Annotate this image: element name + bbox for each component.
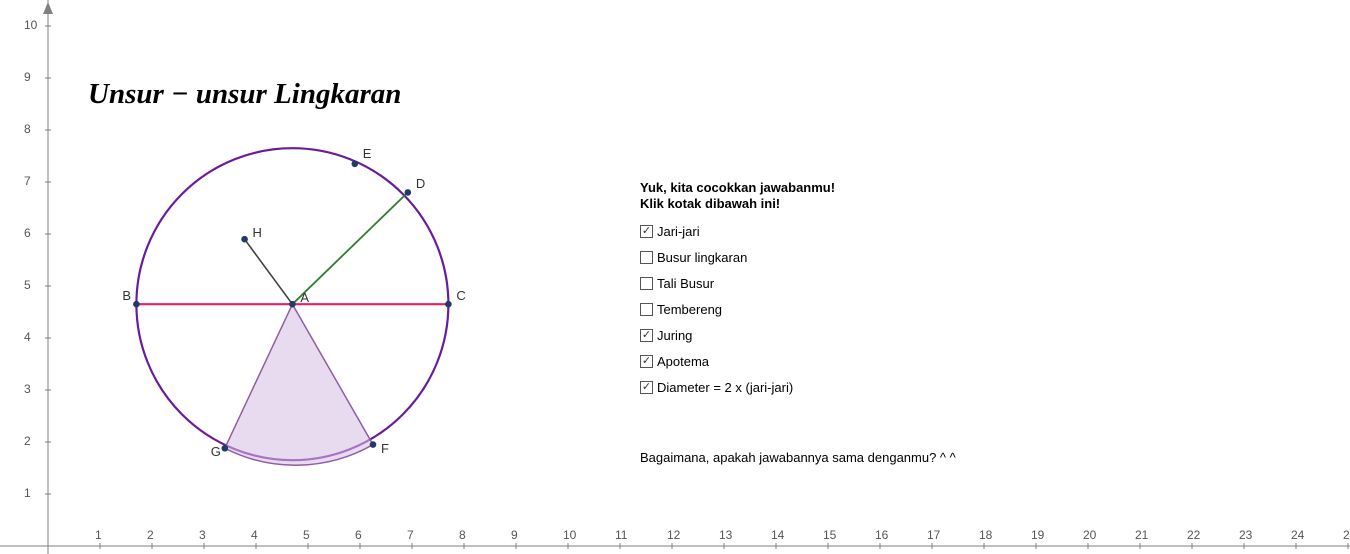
point-label-e: E — [363, 146, 372, 161]
sidebar-heading-1: Yuk, kita cocokkan jawabanmu! — [640, 180, 835, 195]
x-tick-label: 14 — [771, 528, 784, 542]
point-b — [133, 301, 140, 308]
x-tick-label: 25 — [1343, 528, 1350, 542]
x-tick-label: 21 — [1135, 528, 1148, 542]
y-tick-label: 8 — [24, 122, 31, 136]
stage: Unsur − unsur Lingkaran Yuk, kita cocokk… — [0, 0, 1350, 554]
sidebar-heading-2: Klik kotak dibawah ini! — [640, 196, 780, 211]
checkbox[interactable]: ✓ — [640, 225, 653, 238]
x-tick-label: 10 — [563, 528, 576, 542]
checkbox[interactable]: ✓ — [640, 355, 653, 368]
x-tick-label: 1 — [95, 528, 102, 542]
y-tick-label: 6 — [24, 226, 31, 240]
x-tick-label: 7 — [407, 528, 414, 542]
x-tick-label: 11 — [615, 528, 627, 542]
y-tick-label: 7 — [24, 174, 31, 188]
y-tick-label: 3 — [24, 382, 31, 396]
point-label-f: F — [381, 441, 389, 456]
x-tick-label: 4 — [251, 528, 258, 542]
checkbox-row: Busur lingkaran — [640, 250, 747, 265]
radius-ad — [292, 192, 407, 304]
checkbox[interactable]: ✓ — [640, 381, 653, 394]
y-tick-label: 1 — [24, 486, 31, 500]
y-tick-label: 5 — [24, 278, 31, 292]
point-f — [370, 441, 377, 448]
point-label-c: C — [456, 288, 465, 303]
x-tick-label: 12 — [667, 528, 680, 542]
checkbox[interactable]: ✓ — [640, 329, 653, 342]
x-tick-label: 3 — [199, 528, 206, 542]
point-label-d: D — [416, 176, 425, 191]
checkbox-row: ✓ Juring — [640, 328, 692, 343]
point-h — [241, 236, 248, 243]
x-tick-label: 9 — [511, 528, 518, 542]
point-label-h: H — [253, 225, 262, 240]
y-tick-label: 10 — [24, 18, 37, 32]
y-tick-label: 4 — [24, 330, 31, 344]
x-tick-label: 16 — [875, 528, 888, 542]
sector-juring — [225, 304, 373, 465]
x-tick-label: 15 — [823, 528, 836, 542]
y-tick-label: 9 — [24, 70, 31, 84]
checkbox-label: Jari-jari — [657, 224, 700, 239]
x-tick-label: 18 — [979, 528, 992, 542]
x-tick-label: 22 — [1187, 528, 1200, 542]
checkbox[interactable] — [640, 251, 653, 264]
sidebar-question: Bagaimana, apakah jawabannya sama dengan… — [640, 450, 956, 465]
x-tick-label: 17 — [927, 528, 940, 542]
checkbox-label: Juring — [657, 328, 692, 343]
y-tick-label: 2 — [24, 434, 31, 448]
point-d — [405, 189, 412, 196]
y-axis-arrow — [43, 2, 53, 14]
checkbox[interactable] — [640, 277, 653, 290]
checkbox-row: ✓ Diameter = 2 x (jari-jari) — [640, 380, 793, 395]
checkbox-row: ✓ Apotema — [640, 354, 709, 369]
point-label-g: G — [211, 444, 221, 459]
checkbox-label: Busur lingkaran — [657, 250, 747, 265]
checkbox-label: Tali Busur — [657, 276, 714, 291]
x-tick-label: 13 — [719, 528, 732, 542]
x-tick-label: 8 — [459, 528, 466, 542]
checkbox-row: ✓ Jari-jari — [640, 224, 700, 239]
page-title: Unsur − unsur Lingkaran — [88, 78, 401, 111]
apotema-ah — [245, 239, 293, 304]
x-tick-label: 19 — [1031, 528, 1044, 542]
point-e — [352, 161, 359, 168]
point-a — [289, 301, 296, 308]
point-label-b: B — [122, 288, 131, 303]
point-g — [222, 445, 229, 452]
x-tick-label: 5 — [303, 528, 310, 542]
checkbox-label: Tembereng — [657, 302, 722, 317]
checkbox-row: Tali Busur — [640, 276, 714, 291]
point-c — [445, 301, 452, 308]
x-tick-label: 6 — [355, 528, 362, 542]
point-label-a: A — [300, 290, 309, 305]
checkbox-row: Tembereng — [640, 302, 722, 317]
x-tick-label: 23 — [1239, 528, 1252, 542]
checkbox-label: Apotema — [657, 354, 709, 369]
checkbox-label: Diameter = 2 x (jari-jari) — [657, 380, 793, 395]
checkbox[interactable] — [640, 303, 653, 316]
x-tick-label: 2 — [147, 528, 154, 542]
x-tick-label: 24 — [1291, 528, 1304, 542]
x-tick-label: 20 — [1083, 528, 1096, 542]
